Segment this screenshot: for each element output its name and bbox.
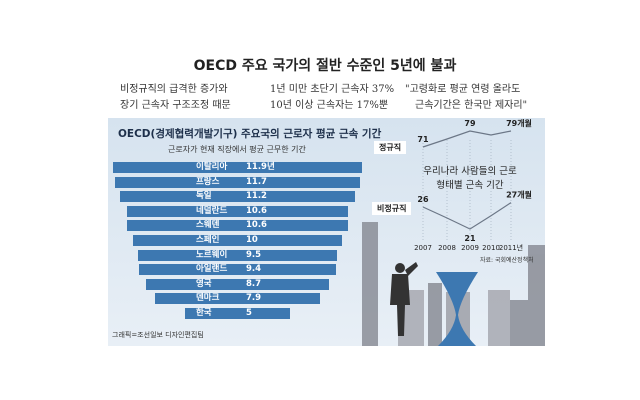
bar: 아일랜드 9.4	[139, 264, 336, 276]
x-tick-label: 2011년	[499, 243, 523, 252]
data-label: 79개월	[506, 118, 532, 128]
subhead-1-line2: 장기 근속자 구조조정 때문	[120, 100, 231, 111]
bar-chart-title: OECD(경제협력개발기구) 주요국의 근로자 평균 근속 기간	[118, 128, 382, 140]
bar: 노르웨이 9.5	[138, 249, 337, 261]
bar: 스웨덴 10.6	[126, 220, 349, 232]
bar-category-label: 한국	[195, 308, 212, 318]
data-label: 71	[417, 135, 429, 144]
subhead-3-line2: 근속기간은 한국만 제자리"	[415, 100, 528, 111]
bar-category-label: 영국	[195, 278, 212, 289]
bar-value-label: 11.2	[245, 191, 267, 202]
bar: 덴마크 7.9	[154, 293, 321, 305]
series-line	[422, 130, 512, 148]
bar-category-label: 네덜란드	[195, 205, 228, 216]
data-label: 79	[464, 119, 476, 128]
headline: OECD 주요 국가의 절반 수준인 5년에 불과	[193, 58, 457, 74]
man-figure	[390, 262, 418, 336]
bar-value-label: 9.4	[245, 264, 262, 275]
bar-value-label: 11.9년	[246, 162, 275, 172]
bar-value-label: 8.7	[245, 278, 262, 289]
building	[510, 300, 530, 346]
x-tick-label: 2010	[482, 244, 500, 252]
subhead-3-line1: "고령화로 평균 연령 올라도	[405, 84, 521, 95]
bar-category-label: 스페인	[195, 235, 220, 245]
hourglass	[436, 272, 478, 346]
bar-category-label: 이탈리아	[196, 162, 228, 172]
building	[528, 245, 545, 346]
data-label: 21	[464, 234, 476, 243]
building	[488, 290, 510, 346]
subhead-2-line1: 1년 미만 초단기 근속자 37%	[270, 84, 395, 95]
source: 자료: 국회예산정책처	[480, 257, 534, 264]
bar: 네덜란드 10.6	[126, 205, 349, 217]
bar-value-label: 5	[245, 308, 252, 318]
bar-category-label: 독일	[195, 191, 212, 202]
bar-value-label: 11.7	[245, 176, 267, 187]
data-label: 26	[417, 195, 429, 204]
bar-category-label: 스웨덴	[195, 220, 220, 231]
bar: 독일 11.2	[120, 191, 355, 203]
bar-category-label: 아일랜드	[195, 264, 228, 275]
x-tick-label: 2007	[414, 244, 432, 252]
credit: 그래픽=조선일보 디자인편집팀	[112, 331, 204, 339]
series-label-regular: 정규직	[374, 141, 407, 154]
bar: 스페인 10	[132, 235, 343, 246]
bar: 이탈리아 11.9년	[113, 162, 362, 173]
bar-value-label: 10.6	[245, 205, 267, 216]
building	[428, 283, 442, 346]
bar-category-label: 노르웨이	[195, 249, 228, 260]
bar-category-label: 덴마크	[195, 293, 220, 304]
bar-value-label: 9.5	[245, 249, 262, 260]
bar-chart-subtitle: 근로자가 현재 직장에서 평균 근무한 기간	[168, 145, 306, 154]
data-label: 27개월	[506, 190, 532, 200]
x-tick-label: 2009	[461, 244, 479, 252]
x-tick-label: 2008	[438, 244, 456, 252]
building	[362, 222, 378, 346]
bar: 영국 8.7	[146, 278, 329, 290]
bar-value-label: 10.6	[245, 220, 267, 231]
bar-category-label: 프랑스	[195, 176, 220, 187]
series-label-nonregular: 비정규직	[372, 202, 412, 215]
subhead-1-line1: 비정규직의 급격한 증가와	[120, 84, 228, 95]
series-line	[422, 202, 512, 230]
bar-value-label: 7.9	[245, 293, 262, 304]
chart-panel	[108, 118, 545, 346]
line-chart-title: 우리나라 사람들의 근로 형태별 근속 기간	[423, 166, 517, 191]
bar-value-label: 10	[245, 235, 258, 245]
bar: 한국 5	[185, 308, 290, 319]
bar: 프랑스 11.7	[115, 176, 360, 188]
subhead-2-line2: 10년 이상 근속자는 17%뿐	[270, 100, 389, 111]
